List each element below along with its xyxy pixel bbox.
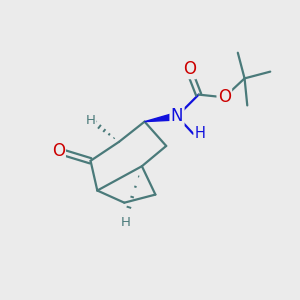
Text: O: O [183,60,196,78]
Text: N: N [171,107,183,125]
Text: H: H [194,126,206,141]
Text: H: H [85,114,95,127]
Polygon shape [145,112,178,122]
Text: O: O [52,142,64,160]
Text: H: H [121,217,130,230]
Text: O: O [218,88,231,106]
